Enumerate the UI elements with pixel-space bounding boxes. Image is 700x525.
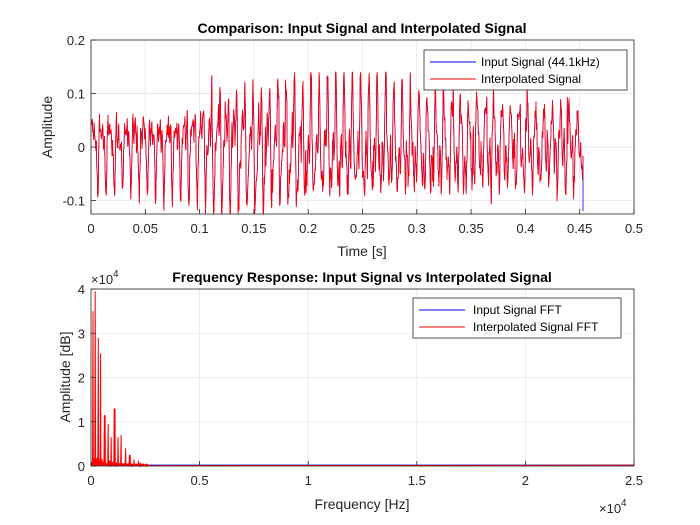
frequency-plot-x-tick-label: 2 — [522, 473, 529, 488]
frequency-plot-legend-box — [412, 297, 622, 339]
time-plot-y-tick-label: 0.2 — [67, 33, 85, 48]
interpolated-fft-line — [90, 291, 635, 468]
legend-interpolated-signal-label: Interpolated Signal — [481, 72, 581, 86]
frequency-plot-y-tick-label: 2 — [78, 371, 85, 386]
y-exponent-base: ×10 — [91, 272, 113, 287]
time-plot-y-tick-label: 0.1 — [67, 87, 85, 102]
time-plot-ylabel: Amplitude — [39, 96, 55, 158]
frequency-plot-xlabel: Frequency [Hz] — [315, 496, 410, 512]
time-plot-x-tick-label: 0.5 — [625, 221, 643, 236]
time-plot-x-tick-label: 0.1 — [191, 221, 209, 236]
frequency-plot-y-tick-label: 1 — [78, 415, 85, 430]
frequency-plot-title: Frequency Response: Input Signal vs Inte… — [172, 269, 552, 285]
time-plot-x-tick-label: 0.2 — [299, 221, 317, 236]
legend-input-fft-label: Input Signal FFT — [473, 303, 562, 317]
time-plot-xlabel: Time [s] — [337, 243, 386, 259]
frequency-plot-x-tick-label: 2.5 — [625, 473, 643, 488]
frequency-plot-x-tick-label: 0 — [87, 473, 94, 488]
x-exponent-power: 4 — [621, 498, 627, 509]
time-plot-x-tick-label: 0.4 — [516, 221, 534, 236]
frequency-plot-lines — [90, 291, 635, 468]
time-plot-legend: Input Signal (44.1kHz) Interpolated Sign… — [423, 49, 628, 91]
time-plot-x-tick-label: 0.25 — [350, 221, 375, 236]
time-plot-title: Comparison: Input Signal and Interpolate… — [197, 20, 526, 36]
time-plot-lines — [90, 71, 584, 215]
time-plot-x-tick-label: 0.45 — [567, 221, 592, 236]
frequency-plot-x-tick-label: 1 — [305, 473, 312, 488]
frequency-plot-y-exponent: ×10 4 — [91, 269, 119, 287]
frequency-plot: 0 0.5 1 1.5 2 2.5 0 1 2 3 4 Frequency Response: In… — [57, 269, 643, 516]
time-plot-x-tick-label: 0.35 — [458, 221, 483, 236]
time-plot-y-tick-label: -0.1 — [63, 194, 85, 209]
legend-interpolated-fft-label: Interpolated Signal FFT — [473, 320, 599, 334]
frequency-plot-legend: Input Signal FFT Interpolated Signal FFT — [412, 297, 622, 339]
y-exponent-power: 4 — [113, 269, 119, 280]
frequency-plot-y-tick-label: 3 — [78, 326, 85, 341]
time-plot-x-tick-label: 0.05 — [133, 221, 158, 236]
time-plot-x-tick-label: 0 — [87, 221, 94, 236]
time-plot-legend-box — [423, 49, 628, 91]
time-plot-x-tick-label: 0.3 — [408, 221, 426, 236]
frequency-plot-y-tick-label: 0 — [78, 459, 85, 474]
interpolated-signal-line — [90, 71, 584, 215]
frequency-plot-x-tick-label: 1.5 — [408, 473, 426, 488]
time-plot-x-tick-label: 0.15 — [241, 221, 266, 236]
frequency-plot-x-tick-label: 0.5 — [191, 473, 209, 488]
x-exponent-base: ×10 — [599, 501, 621, 516]
frequency-plot-ylabel: Amplitude [dB] — [57, 331, 73, 422]
frequency-plot-ticks: 0 0.5 1 1.5 2 2.5 0 1 2 3 4 — [78, 282, 643, 488]
time-plot-ticks: 0 0.05 0.1 0.15 0.2 0.25 0.3 0.35 0.4 0.45 0.5 -0.1… — [63, 33, 643, 236]
frequency-plot-y-tick-label: 4 — [78, 282, 85, 297]
frequency-plot-x-exponent: ×10 4 — [599, 498, 627, 516]
time-plot: 0 0.05 0.1 0.15 0.2 0.25 0.3 0.35 0.4 0.45 0.5 -0.1… — [39, 20, 643, 259]
time-plot-y-tick-label: 0 — [78, 140, 85, 155]
legend-input-signal-label: Input Signal (44.1kHz) — [481, 55, 600, 69]
